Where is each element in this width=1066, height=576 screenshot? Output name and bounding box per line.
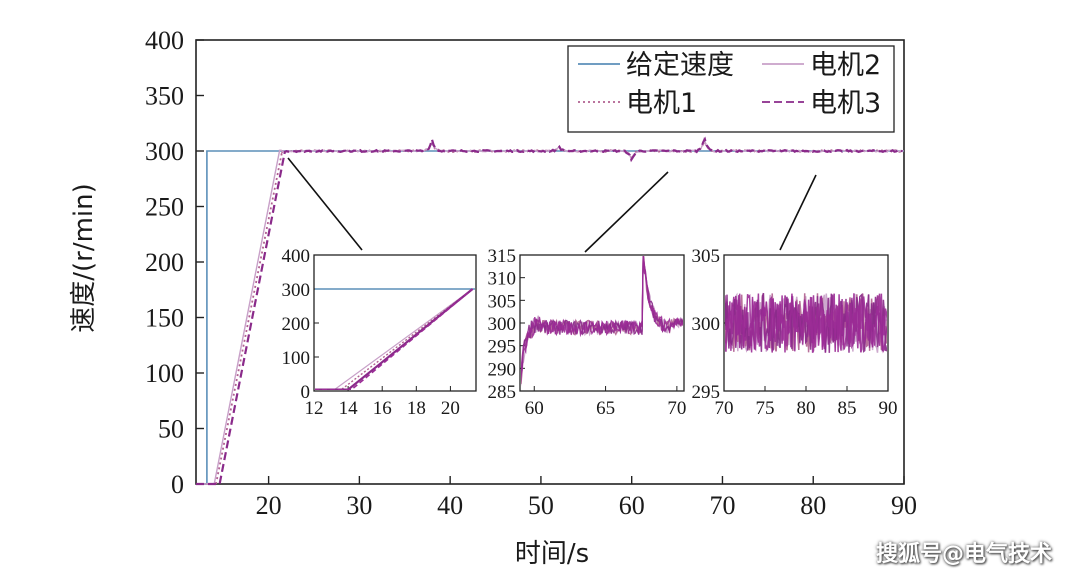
legend-label: 电机2	[810, 50, 881, 81]
inset-x-tick-label: 85	[838, 398, 857, 419]
x-tick-label: 90	[891, 491, 917, 520]
inset-x-tick-label: 12	[305, 398, 324, 419]
callout-line	[779, 174, 817, 251]
x-tick-label: 40	[437, 491, 463, 520]
inset-y-tick-label: 305	[692, 246, 721, 267]
y-tick-label: 200	[145, 248, 184, 277]
y-tick-label: 50	[158, 415, 184, 444]
x-tick-label: 30	[346, 491, 372, 520]
inset-x-tick-label: 20	[441, 398, 460, 419]
inset-y-tick-label: 0	[301, 382, 311, 403]
inset-x-tick-label: 18	[407, 398, 426, 419]
main-plot	[196, 135, 904, 486]
inset-y-tick-label: 295	[692, 382, 721, 403]
inset-lines	[521, 256, 683, 387]
inset-ramp-line	[315, 288, 474, 390]
y-tick-label: 300	[145, 137, 184, 166]
inset-x-tick-label: 16	[373, 398, 392, 419]
inset-x-tick-label: 14	[339, 398, 359, 419]
x-tick-label: 80	[800, 491, 826, 520]
inset-y-tick-label: 300	[692, 314, 721, 335]
inset-steady-state: 295 300 305 70 75 80 85 90	[692, 246, 898, 419]
inset-x-tick-label: 70	[667, 398, 686, 419]
series-line-4	[196, 135, 903, 486]
x-tick-label: 50	[528, 491, 554, 520]
inset-series-line	[521, 256, 683, 384]
inset-lines	[725, 292, 887, 354]
y-tick-label: 150	[145, 304, 184, 333]
y-axis-label: 速度/(r/min)	[69, 183, 99, 333]
inset-x-tick-label: 60	[525, 398, 544, 419]
inset-x-tick-label: 75	[756, 398, 775, 419]
inset-y-tick-label: 305	[488, 291, 517, 312]
inset-x-tick-label: 90	[879, 398, 898, 419]
x-tick-label: 60	[619, 491, 645, 520]
inset-y-tick-label: 200	[282, 314, 311, 335]
y-tick-label: 250	[145, 193, 184, 222]
inset-y-tick-label: 295	[488, 337, 517, 358]
inset-x-tick-label: 65	[596, 398, 615, 419]
inset-y-tick-label: 300	[282, 280, 311, 301]
callout-line	[584, 171, 669, 253]
inset-startup: 0 100 200 300 400 12 14 16 18 20	[282, 246, 477, 419]
legend-label: 电机1	[626, 88, 697, 119]
inset-x-tick-label: 80	[797, 398, 816, 419]
inset-y-tick-label: 285	[488, 382, 517, 403]
inset-y-tick-label: 300	[488, 314, 517, 335]
callout-line	[287, 157, 363, 251]
y-tick-label: 100	[145, 359, 184, 388]
watermark: 搜狐号@电气技术	[875, 542, 1052, 567]
inset-x-tick-label: 70	[715, 398, 734, 419]
x-tick-label: 20	[256, 491, 282, 520]
y-tick-label: 350	[145, 82, 184, 111]
legend: 给定速度 电机2 电机1 电机3	[567, 45, 895, 133]
inset-y-tick-label: 315	[488, 246, 517, 267]
y-tick-label: 0	[171, 470, 184, 499]
legend-box	[567, 45, 895, 133]
x-axis-label: 时间/s	[515, 539, 589, 569]
inset-y-tick-label: 310	[488, 269, 517, 290]
legend-label: 给定速度	[626, 50, 734, 81]
inset-frame	[313, 254, 477, 392]
inset-lines	[315, 288, 475, 390]
inset-y-tick-label: 100	[282, 348, 311, 369]
inset-y-tick-label: 400	[282, 246, 311, 267]
y-tick-label: 400	[145, 26, 184, 55]
series-line-3	[196, 137, 904, 485]
inset-series-line	[725, 293, 887, 353]
inset-y-tick-label: 290	[488, 359, 517, 380]
x-tick-label: 70	[709, 491, 735, 520]
legend-label: 电机3	[810, 88, 881, 119]
zoom-callouts	[287, 157, 817, 253]
